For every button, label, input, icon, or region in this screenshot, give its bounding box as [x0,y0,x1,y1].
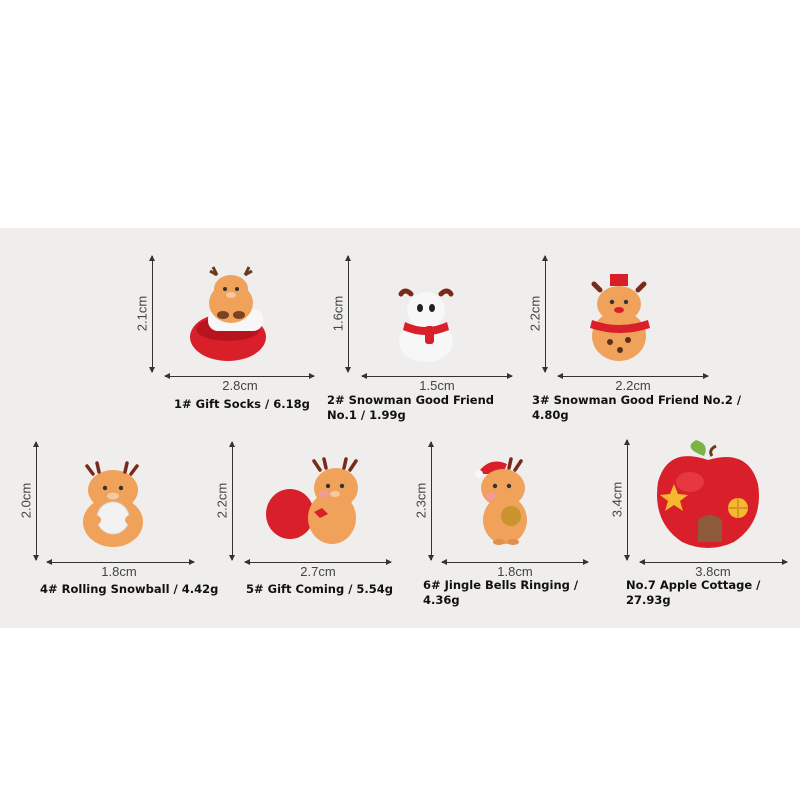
width-dimension-line [639,559,788,565]
product-caption: 5# Gift Coming / 5.54g [246,582,394,596]
height-label: 2.0cm [18,482,34,519]
product-caption: 4# Rolling Snowball / 4.42g [40,582,219,596]
width-label: 3.8cm [695,564,731,579]
height-dimension-line [229,441,235,561]
height-dimension-line [33,441,39,561]
product-caption: 2# Snowman Good Friend No.1 / 1.99g [327,393,494,422]
width-dimension-line [557,373,709,379]
apple-cottage-figurine [657,440,759,548]
height-label: 3.4cm [609,481,625,518]
product-caption: 1# Gift Socks / 6.18g [174,397,310,411]
width-dimension-line [244,559,392,565]
height-label: 2.2cm [527,295,543,332]
width-dimension-line [361,373,513,379]
reindeer-gift-socks-figurine [190,266,266,361]
width-label: 1.8cm [497,564,533,579]
height-label: 1.6cm [330,295,346,332]
height-dimension-line [542,255,548,373]
width-dimension-line [164,373,315,379]
product-caption: No.7 Apple Cottage / 27.93g [626,578,761,607]
height-label: 2.2cm [214,482,230,519]
reindeer-snowball-figurine [83,461,143,547]
reindeer-bell-figurine [475,457,527,545]
height-dimension-line [428,441,434,561]
height-dimension-line [345,255,351,373]
width-label: 1.5cm [419,378,455,393]
product-caption: 3# Snowman Good Friend No.2 / 4.80g [532,393,742,422]
width-label: 1.8cm [101,564,137,579]
reindeer-scarf-figurine [590,274,650,361]
height-dimension-line [149,255,155,373]
width-label: 2.8cm [222,378,258,393]
height-label: 2.3cm [413,482,429,519]
product-caption: 6# Jingle Bells Ringing / 4.36g [423,578,579,607]
width-label: 2.2cm [615,378,651,393]
width-dimension-line [441,559,589,565]
width-label: 2.7cm [300,564,336,579]
height-dimension-line [624,439,630,561]
height-label: 2.1cm [134,295,150,332]
reindeer-gift-bag-figurine [266,457,358,544]
width-dimension-line [46,559,195,565]
snowman-figurine [398,288,454,362]
